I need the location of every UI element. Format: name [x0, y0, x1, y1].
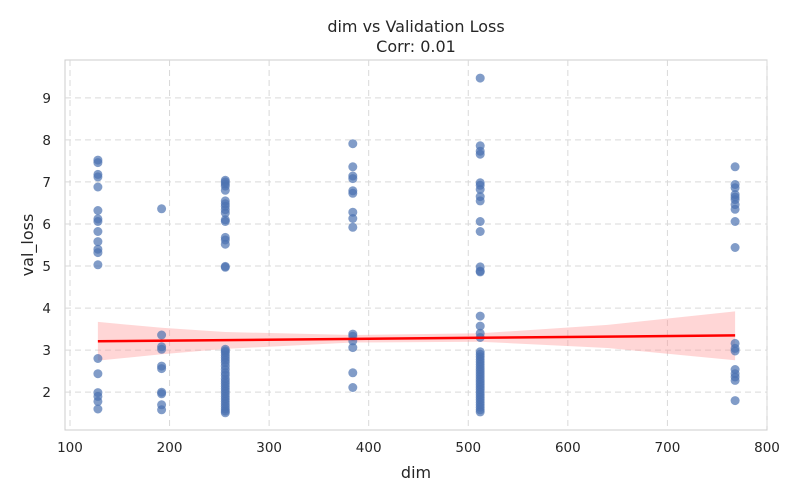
data-point — [475, 73, 485, 83]
grid-lines — [65, 60, 768, 430]
y-tick-label: 7 — [42, 175, 51, 191]
data-point — [220, 408, 230, 418]
x-axis-label: dim — [401, 463, 431, 482]
data-point — [475, 311, 485, 321]
confidence-band — [97, 311, 736, 361]
y-tick-label: 9 — [42, 91, 51, 107]
data-point — [475, 267, 485, 277]
data-point — [220, 208, 230, 218]
data-point — [220, 262, 230, 272]
data-point — [348, 139, 358, 149]
data-point — [157, 405, 167, 415]
data-point — [475, 407, 485, 417]
x-tick-label: 400 — [356, 440, 382, 456]
data-point — [730, 243, 740, 252]
data-point — [93, 158, 103, 168]
y-tick-label: 4 — [42, 301, 51, 317]
data-point — [157, 344, 167, 354]
x-axis-ticks: 100 200 300 400 500 600 700 800 — [57, 440, 780, 456]
data-point — [93, 404, 103, 414]
data-point — [730, 346, 740, 356]
data-point — [93, 396, 103, 406]
y-tick-label: 6 — [42, 217, 51, 233]
data-point — [730, 162, 740, 172]
data-point — [93, 369, 103, 379]
y-tick-label: 3 — [42, 343, 51, 359]
chart-title: dim vs Validation Loss — [327, 17, 504, 36]
data-point — [475, 196, 485, 206]
data-point — [348, 368, 358, 378]
x-tick-label: 800 — [754, 440, 780, 456]
data-point — [348, 174, 358, 184]
data-point — [730, 217, 740, 226]
data-point — [220, 217, 230, 226]
data-point — [157, 364, 167, 374]
data-point — [348, 207, 358, 217]
data-point — [93, 172, 103, 182]
data-point — [475, 185, 485, 194]
data-point — [93, 354, 103, 363]
x-tick-label: 200 — [157, 440, 183, 456]
data-point — [475, 321, 485, 331]
data-point — [730, 204, 740, 214]
y-axis-ticks: 2 3 4 5 6 7 8 9 — [42, 91, 51, 401]
data-point — [220, 239, 230, 249]
data-point — [157, 389, 167, 399]
y-tick-label: 2 — [42, 385, 51, 401]
y-tick-label: 8 — [42, 133, 51, 149]
data-point — [93, 227, 103, 236]
data-point — [93, 260, 103, 270]
x-tick-label: 300 — [256, 440, 282, 456]
y-tick-label: 5 — [42, 259, 51, 275]
data-point — [93, 248, 103, 258]
data-point — [348, 383, 358, 392]
data-point — [348, 222, 358, 232]
y-axis-label: val_loss — [18, 214, 38, 277]
data-point — [730, 396, 740, 406]
data-point — [348, 162, 358, 172]
data-point — [93, 217, 103, 226]
data-point — [475, 227, 485, 236]
data-point — [730, 183, 740, 193]
data-point — [475, 149, 485, 159]
data-point — [157, 204, 167, 214]
data-point — [730, 375, 740, 385]
plot-area — [64, 59, 768, 431]
x-tick-label: 100 — [57, 440, 83, 456]
confidence-band-layer — [97, 311, 736, 361]
x-tick-label: 600 — [555, 440, 581, 456]
x-tick-label: 500 — [455, 440, 481, 456]
data-point — [93, 237, 103, 247]
data-point — [348, 343, 358, 353]
points-layer — [93, 73, 740, 418]
data-point — [157, 330, 167, 340]
regression-line-layer — [97, 334, 736, 343]
data-point — [348, 188, 358, 198]
data-point — [348, 214, 358, 223]
chart-subtitle: Corr: 0.01 — [376, 37, 456, 56]
data-point — [475, 217, 485, 226]
x-tick-label: 700 — [655, 440, 681, 456]
regression-line — [97, 334, 736, 343]
data-point — [220, 185, 230, 195]
data-point — [93, 182, 103, 192]
data-point — [93, 206, 103, 215]
